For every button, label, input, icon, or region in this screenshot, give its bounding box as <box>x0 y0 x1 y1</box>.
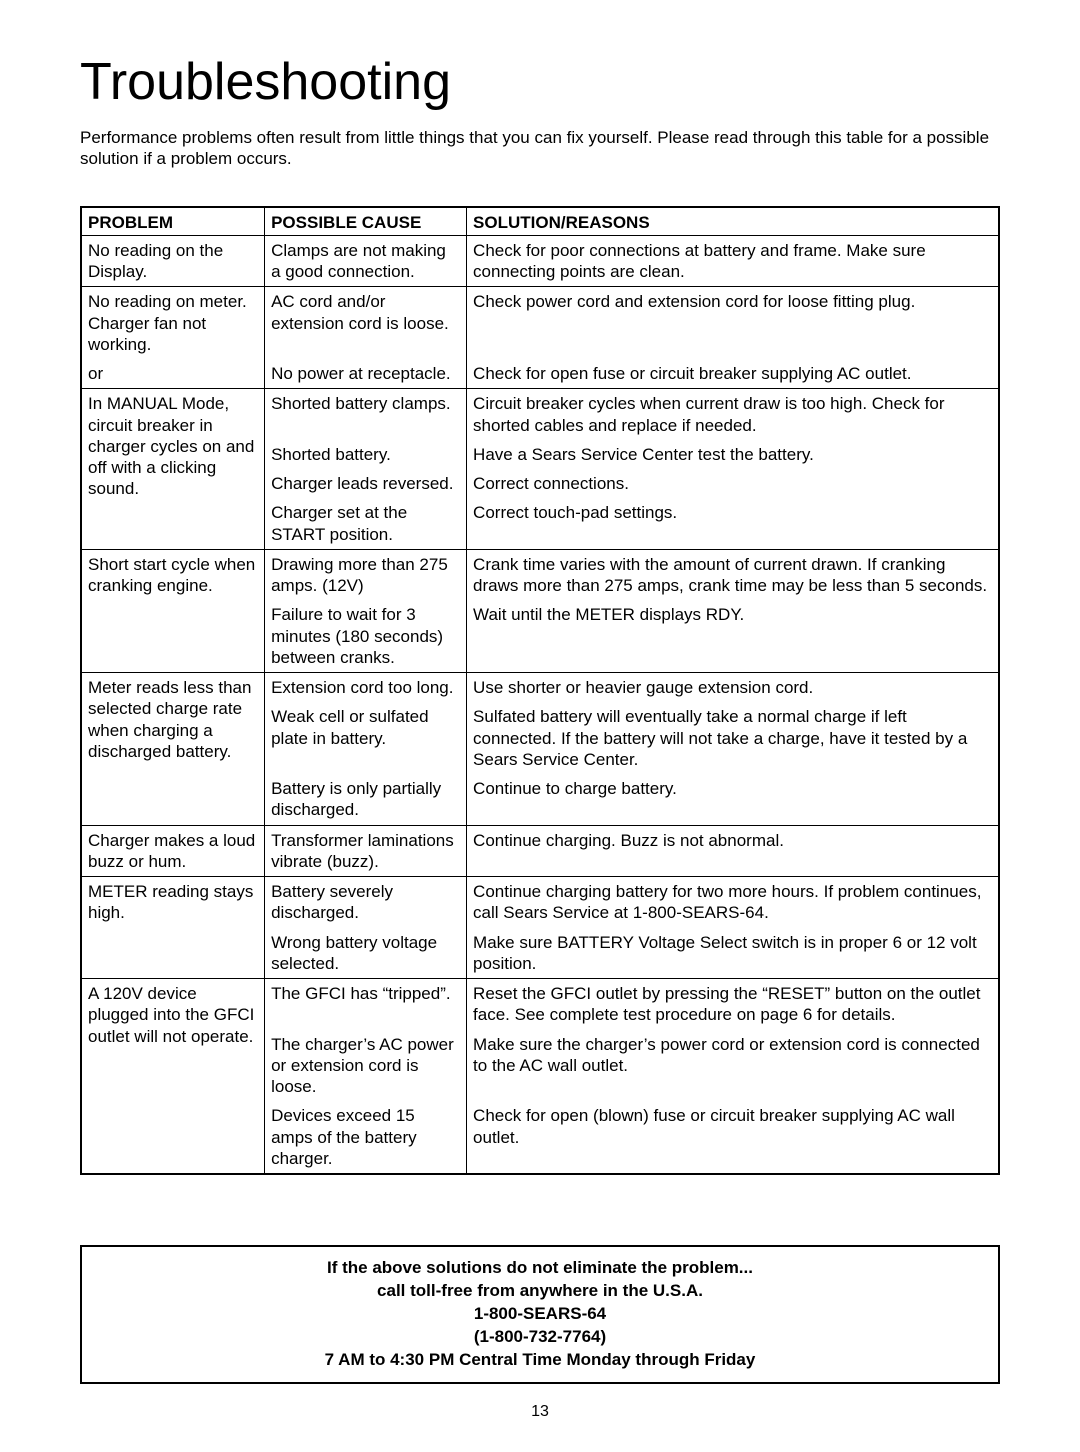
cell-cause: Shorted battery clamps. <box>265 389 467 440</box>
troubleshooting-table: PROBLEM POSSIBLE CAUSE SOLUTION/REASONS … <box>80 206 1000 1176</box>
cell-solution: Sulfated battery will eventually take a … <box>467 702 999 774</box>
table-row: No reading on the Display. Clamps are no… <box>81 235 999 287</box>
cell-solution: Have a Sears Service Center test the bat… <box>467 440 999 469</box>
table-row: Charger makes a loud buzz or hum. Transf… <box>81 825 999 877</box>
cell-solution: Make sure BATTERY Voltage Select switch … <box>467 928 999 979</box>
cell-solution: Use shorter or heavier gauge extension c… <box>467 673 999 703</box>
cell-problem: Charger makes a loud buzz or hum. <box>81 825 265 877</box>
table-row: Meter reads less than selected charge ra… <box>81 673 999 703</box>
cell-cause: The GFCI has “tripped”. <box>265 979 467 1030</box>
callout-phone: (1-800-732-7764) <box>94 1326 986 1349</box>
cell-cause: Charger leads reversed. <box>265 469 467 498</box>
cell-problem: or <box>81 359 265 389</box>
support-callout: If the above solutions do not eliminate … <box>80 1245 1000 1384</box>
callout-hours: 7 AM to 4:30 PM Central Time Monday thro… <box>94 1349 986 1372</box>
cell-solution: Check for open fuse or circuit breaker s… <box>467 359 999 389</box>
table-row: METER reading stays high. Battery severe… <box>81 877 999 928</box>
cell-cause: No power at receptacle. <box>265 359 467 389</box>
cell-cause: Extension cord too long. <box>265 673 467 703</box>
cell-cause: The charger’s AC power or extension cord… <box>265 1030 467 1102</box>
cell-cause: Shorted battery. <box>265 440 467 469</box>
cell-solution: Correct touch-pad settings. <box>467 498 999 549</box>
page-title: Troubleshooting <box>80 50 1000 115</box>
table-row: No reading on meter. Charger fan not wor… <box>81 287 999 359</box>
cell-problem: No reading on the Display. <box>81 235 265 287</box>
callout-line: If the above solutions do not eliminate … <box>94 1257 986 1280</box>
cell-solution: Check for poor connections at battery an… <box>467 235 999 287</box>
cell-cause: Clamps are not making a good connection. <box>265 235 467 287</box>
cell-solution: Crank time varies with the amount of cur… <box>467 549 999 600</box>
cell-solution: Check for open (blown) fuse or circuit b… <box>467 1101 999 1174</box>
cell-cause: AC cord and/or extension cord is loose. <box>265 287 467 359</box>
cell-solution: Correct connections. <box>467 469 999 498</box>
table-header-row: PROBLEM POSSIBLE CAUSE SOLUTION/REASONS <box>81 207 999 236</box>
header-solution: SOLUTION/REASONS <box>467 207 999 236</box>
cell-solution: Reset the GFCI outlet by pressing the “R… <box>467 979 999 1030</box>
cell-solution: Wait until the METER displays RDY. <box>467 600 999 672</box>
table-row: In MANUAL Mode, circuit breaker in charg… <box>81 389 999 440</box>
cell-cause: Battery severely discharged. <box>265 877 467 928</box>
header-cause: POSSIBLE CAUSE <box>265 207 467 236</box>
cell-problem: A 120V device plugged into the GFCI outl… <box>81 979 265 1175</box>
cell-cause: Charger set at the START position. <box>265 498 467 549</box>
cell-solution: Circuit breaker cycles when current draw… <box>467 389 999 440</box>
cell-solution: Continue charging battery for two more h… <box>467 877 999 928</box>
cell-solution: Continue charging. Buzz is not abnormal. <box>467 825 999 877</box>
cell-problem: Meter reads less than selected charge ra… <box>81 673 265 826</box>
table-row: A 120V device plugged into the GFCI outl… <box>81 979 999 1030</box>
intro-text: Performance problems often result from l… <box>80 127 1000 170</box>
cell-cause: Wrong battery voltage selected. <box>265 928 467 979</box>
callout-line: call toll-free from anywhere in the U.S.… <box>94 1280 986 1303</box>
cell-solution: Make sure the charger’s power cord or ex… <box>467 1030 999 1102</box>
cell-cause: Drawing more than 275 amps. (12V) <box>265 549 467 600</box>
cell-problem: Short start cycle when cranking engine. <box>81 549 265 672</box>
cell-solution: Check power cord and extension cord for … <box>467 287 999 359</box>
table-row: or No power at receptacle. Check for ope… <box>81 359 999 389</box>
page-number: 13 <box>80 1402 1000 1422</box>
cell-cause: Transformer laminations vibrate (buzz). <box>265 825 467 877</box>
callout-phone: 1-800-SEARS-64 <box>94 1303 986 1326</box>
cell-problem: No reading on meter. Charger fan not wor… <box>81 287 265 359</box>
cell-cause: Devices exceed 15 amps of the battery ch… <box>265 1101 467 1174</box>
header-problem: PROBLEM <box>81 207 265 236</box>
cell-cause: Battery is only partially discharged. <box>265 774 467 825</box>
cell-solution: Continue to charge battery. <box>467 774 999 825</box>
cell-cause: Weak cell or sulfated plate in battery. <box>265 702 467 774</box>
cell-cause: Failure to wait for 3 minutes (180 secon… <box>265 600 467 672</box>
cell-problem: In MANUAL Mode, circuit breaker in charg… <box>81 389 265 550</box>
table-row: Short start cycle when cranking engine. … <box>81 549 999 600</box>
cell-problem: METER reading stays high. <box>81 877 265 979</box>
